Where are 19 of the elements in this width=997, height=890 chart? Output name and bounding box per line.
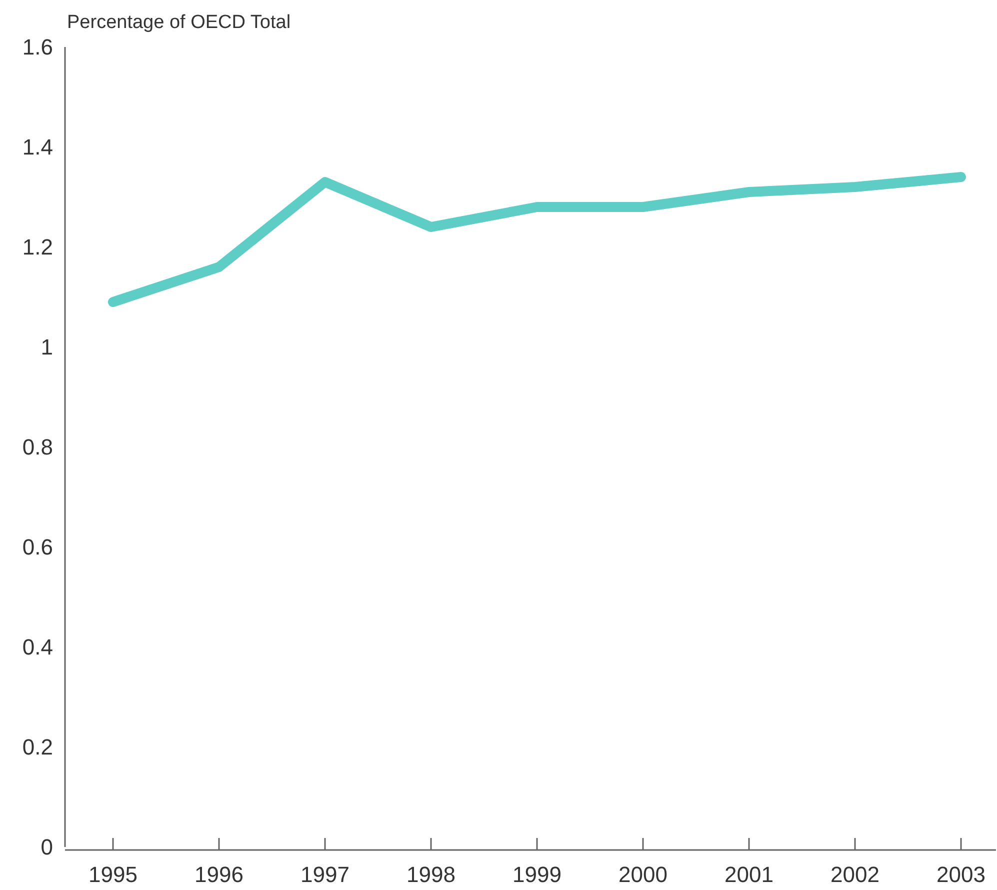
x-tick-label: 1996	[194, 862, 244, 887]
y-tick-label: 0.6	[22, 534, 53, 560]
x-tick-label: 2000	[618, 862, 668, 887]
y-tick-label: 1.4	[22, 134, 53, 160]
x-tick-label: 1995	[88, 862, 138, 887]
y-tick-label: 0	[40, 834, 53, 860]
x-tick-label: 2001	[724, 862, 774, 887]
x-tick-label: 2002	[830, 862, 880, 887]
y-tick-label: 0.4	[22, 634, 53, 660]
y-axis-title: Percentage of OECD Total	[67, 12, 291, 33]
x-tick-label: 1999	[512, 862, 562, 887]
x-tick-label: 2003	[936, 862, 986, 887]
x-tick-label: 1997	[300, 862, 350, 887]
y-tick-label: 1.6	[22, 34, 53, 60]
y-tick-label: 1.2	[22, 234, 53, 260]
y-tick-label: 1	[40, 334, 53, 360]
y-tick-label: 0.8	[22, 434, 53, 460]
y-tick-label: 0.2	[22, 734, 53, 760]
x-tick-label: 1998	[406, 862, 456, 887]
